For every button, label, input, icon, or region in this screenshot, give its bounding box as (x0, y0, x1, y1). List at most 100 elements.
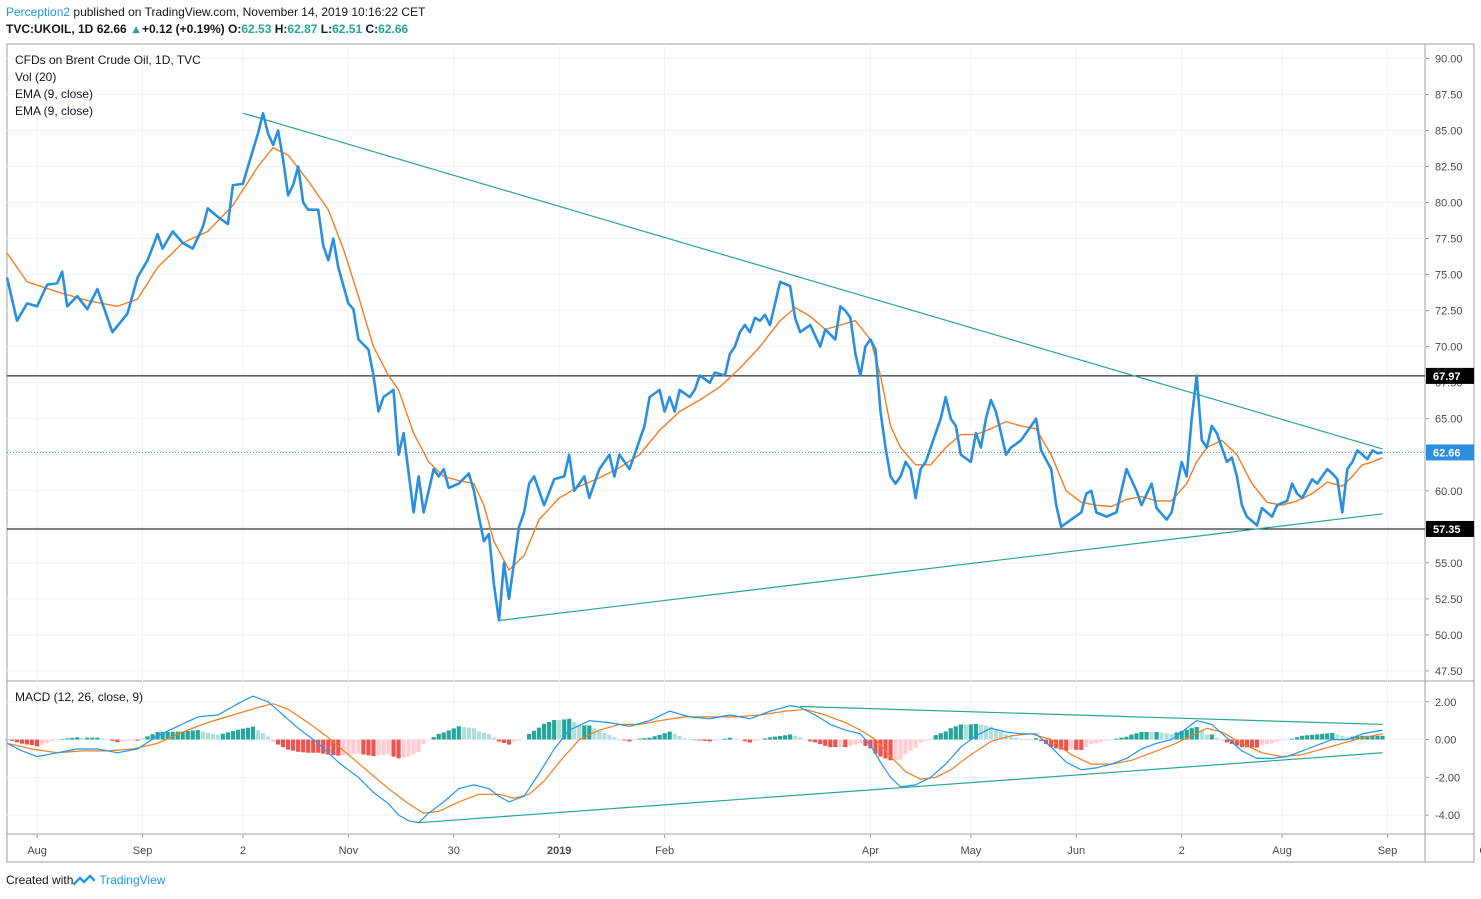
macd-histogram-bar (1089, 739, 1094, 744)
macd-histogram-bar (988, 726, 994, 740)
macd-histogram-bar (848, 739, 853, 746)
macd-histogram-bar (205, 732, 210, 740)
macd-histogram-bar (396, 739, 401, 759)
macd-histogram-bar (657, 734, 662, 740)
macd-histogram-bar (301, 739, 306, 753)
price-line (5, 111, 1383, 622)
macd-histogram-bar (682, 738, 687, 740)
macd-histogram-bar (843, 739, 848, 748)
macd-histogram-bar (1249, 739, 1255, 748)
macd-histogram-bar (1109, 739, 1114, 741)
macd-histogram-bar (35, 739, 40, 747)
macd-histogram-bar (1099, 739, 1104, 743)
macd-histogram-bar (286, 739, 291, 750)
ema-line (6, 146, 1383, 572)
macd-histogram-bar (672, 733, 677, 740)
macd-histogram-bar (973, 723, 978, 740)
macd-histogram-bar (567, 718, 572, 740)
macd-histogram-bar (532, 730, 537, 740)
macd-histogram-bar (501, 739, 507, 744)
macd-histogram-bar (903, 739, 908, 755)
macd-histogram-bar (893, 739, 898, 761)
macd-histogram-bar (943, 731, 948, 740)
macd-histogram-bar (481, 732, 486, 740)
macd-histogram-bar (1023, 739, 1029, 740)
level-price-tag (1426, 367, 1474, 384)
macd-histogram-bar (441, 732, 446, 740)
macd-histogram-bar (772, 736, 778, 740)
macd-histogram-bar (1079, 739, 1084, 750)
macd-histogram-bar (1269, 739, 1275, 744)
macd-histogram-bar (230, 731, 235, 740)
macd-histogram-bar (1310, 734, 1315, 740)
macd-histogram-bar (777, 735, 783, 740)
macd-histogram-bar (265, 736, 271, 740)
macd-histogram-bar (557, 720, 562, 740)
macd-histogram-bar (547, 721, 552, 740)
macd-histogram-bar (291, 739, 296, 751)
macd-histogram-bar (597, 731, 602, 740)
macd-histogram-bar (933, 735, 938, 740)
macd-histogram-bar (381, 739, 386, 756)
time-tick-label: 2019 (547, 845, 571, 857)
macd-histogram-bar (401, 739, 406, 758)
macd-histogram-bar (783, 735, 788, 740)
macd-histogram-bar (607, 734, 612, 740)
macd-histogram-bar (1013, 737, 1019, 740)
macd-histogram-bar (1365, 735, 1370, 740)
macd-histogram-bar (697, 739, 702, 741)
price-tick-label: 60.00 (1435, 486, 1463, 498)
macd-histogram-bar (476, 731, 481, 740)
macd-histogram-bar (225, 732, 230, 740)
tradingview-brand[interactable]: TradingView (99, 873, 166, 887)
macd-histogram-bar (165, 731, 170, 740)
macd-histogram-bar (667, 731, 672, 740)
last-price-label: 62.66 (1433, 447, 1461, 459)
macd-histogram-bar (1234, 739, 1239, 746)
price-tick-label: 75.00 (1435, 270, 1463, 282)
macd-histogram-bar (270, 739, 276, 743)
macd-histogram-bar (516, 739, 522, 741)
tradingview-logo-icon (73, 874, 96, 886)
macd-histogram-bar (602, 732, 607, 740)
macd-histogram-bar (14, 739, 20, 743)
macd-histogram-bar (275, 739, 281, 745)
price-tick-label: 80.00 (1435, 198, 1463, 210)
macd-histogram-bar (938, 733, 943, 740)
macd-histogram-bar (296, 739, 301, 752)
macd-histogram-bar (90, 737, 95, 740)
macd-histogram-bar (115, 739, 120, 743)
macd-histogram-bar (647, 737, 652, 740)
price-tick-label: 77.50 (1435, 234, 1463, 246)
close-value: 62.66 (378, 22, 409, 36)
author-link[interactable]: Perception2 (6, 5, 71, 19)
macd-histogram-bar (491, 737, 497, 740)
macd-histogram-bar (19, 739, 25, 744)
macd-histogram-bar (326, 739, 331, 755)
created-with-label: Created with (6, 873, 74, 887)
macd-histogram-bar (863, 739, 868, 746)
macd-histogram-bar (963, 724, 968, 740)
macd-histogram-bar (406, 739, 411, 757)
macd-histogram-bar (245, 727, 251, 740)
macd-histogram-bar (968, 724, 973, 740)
macd-histogram-bar (170, 731, 175, 740)
macd-histogram-bar (150, 734, 155, 740)
macd-histogram-bar (160, 731, 165, 740)
publish-info: published on TradingView.com, November 1… (73, 5, 426, 19)
macd-histogram-bar (582, 725, 587, 740)
macd-histogram-bar (220, 733, 225, 740)
macd-histogram-bar (461, 726, 466, 740)
macd-histogram-bar (1259, 739, 1265, 746)
macd-histogram-bar (767, 737, 773, 740)
macd-histogram-bar (923, 739, 928, 741)
price-tick-label: 85.00 (1435, 125, 1463, 137)
macd-histogram-bar (40, 739, 45, 745)
macd-histogram-bar (652, 736, 657, 740)
macd-histogram-bar (888, 739, 893, 761)
price-tick-label: 82.50 (1435, 162, 1463, 174)
chart-title: CFDs on Brent Crude Oil, 1D, TVC (15, 53, 201, 67)
macd-histogram-bar (1008, 736, 1014, 740)
time-tick-label: Sep (133, 845, 153, 857)
